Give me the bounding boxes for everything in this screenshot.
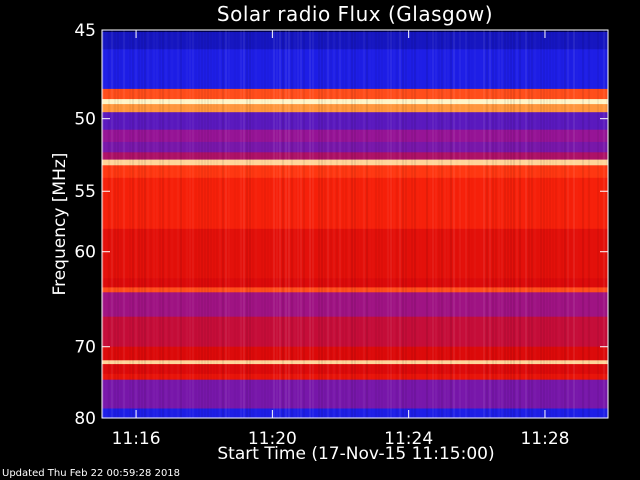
x-axis-label: Start Time (17-Nov-15 11:15:00) (217, 444, 495, 464)
y-tick-label-50: 50 (74, 110, 96, 130)
heatmap-band-9 (102, 152, 608, 161)
x-tick-label-11:24: 11:24 (384, 429, 433, 449)
heatmap-band-13 (102, 228, 608, 279)
chart-title: Solar radio Flux (Glasgow) (216, 2, 494, 26)
heatmap-band-4 (102, 99, 608, 105)
heatmap-band-20 (102, 364, 608, 375)
heatmap-band-12 (102, 177, 608, 230)
heatmap-band-11 (102, 165, 608, 179)
y-tick-label-80: 80 (74, 409, 96, 429)
y-tick-label-60: 60 (74, 243, 96, 263)
y-tick-label-45: 45 (74, 21, 96, 41)
plot-frame (101, 29, 609, 419)
x-tick-label-11:16: 11:16 (112, 429, 161, 449)
heatmap-band-17 (102, 316, 608, 348)
heatmap-band-16 (102, 292, 608, 318)
heatmap-band-1 (102, 32, 608, 50)
x-tick-label-11:20: 11:20 (248, 429, 297, 449)
updated-timestamp: Updated Thu Feb 22 00:59:28 2018 (2, 468, 181, 479)
heatmap-band-0 (102, 30, 608, 33)
heatmap-band-14 (102, 278, 608, 288)
heatmap-band-7 (102, 129, 608, 143)
y-tick-label-55: 55 (74, 182, 96, 202)
heatmap-band-19 (102, 360, 608, 365)
y-tick-label-70: 70 (74, 338, 96, 358)
heatmap-band-6 (102, 112, 608, 131)
heatmap-band-15 (102, 287, 608, 293)
heatmap-band-5 (102, 104, 608, 113)
heatmap-noise-texture (102, 30, 608, 418)
heatmap-band-18 (102, 346, 608, 361)
heatmap-band-23 (102, 408, 608, 419)
heatmap-band-10 (102, 159, 608, 166)
heatmap-band-3 (102, 88, 608, 100)
heatmap-band-8 (102, 141, 608, 153)
spectrogram-heatmap (102, 30, 608, 419)
heatmap-band-2 (102, 49, 608, 90)
axis-ticks: 45 50 55 60 70 80 11:16 11:20 11:24 11:28 (74, 21, 608, 449)
heatmap-band-22 (102, 379, 608, 409)
x-tick-label-11:28: 11:28 (520, 429, 569, 449)
heatmap-band-21 (102, 373, 608, 381)
